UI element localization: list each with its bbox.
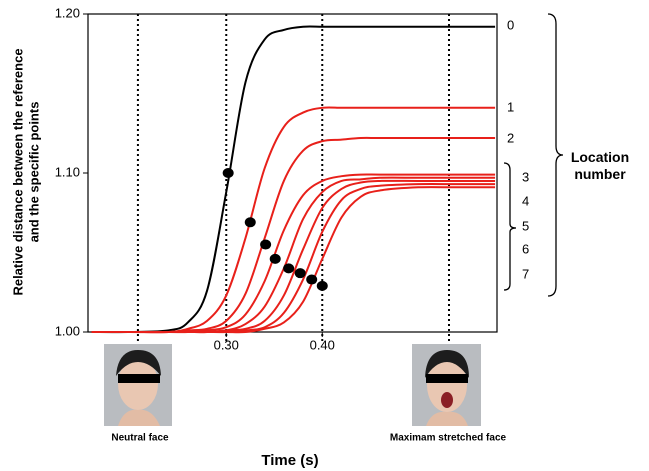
marker — [283, 263, 295, 274]
image-label: Neutral face — [111, 433, 169, 444]
series-label: 1 — [507, 99, 514, 114]
bracket — [503, 162, 517, 291]
marker — [260, 239, 272, 250]
marker — [269, 253, 281, 264]
marker — [316, 280, 328, 291]
x-axis-title: Time (s) — [261, 452, 318, 469]
series-line — [91, 183, 496, 334]
y-axis-title: and the specific points — [26, 102, 41, 243]
image-label: Maximam stretched face — [390, 433, 507, 444]
stretched-face-photo — [412, 344, 481, 426]
plot-frame — [87, 13, 498, 333]
series-line — [91, 25, 496, 334]
bracket — [547, 13, 564, 297]
series-line — [91, 186, 496, 334]
series-line — [91, 136, 496, 334]
x-tick-label: 0.40 — [310, 337, 335, 352]
x-tick-label: 0.30 — [214, 337, 239, 352]
marker — [244, 217, 256, 228]
series-label: 2 — [507, 130, 514, 145]
marker — [306, 274, 318, 285]
series-label: 7 — [522, 266, 529, 281]
y-axis-title: Relative distance between the reference — [10, 48, 25, 295]
y-tick-label: 1.00 — [55, 323, 80, 338]
series-label: 4 — [522, 193, 529, 208]
y-tick-label: 1.10 — [55, 164, 80, 179]
marker — [294, 268, 306, 279]
series-label: 6 — [522, 241, 529, 256]
y-tick-label: 1.20 — [55, 5, 80, 20]
series-label: 5 — [522, 218, 529, 233]
series-line — [91, 173, 496, 334]
series-label: 0 — [507, 17, 514, 32]
series-label: 3 — [522, 169, 529, 184]
neutral-face-photo — [104, 344, 172, 426]
series-line — [91, 179, 496, 334]
marker — [222, 168, 234, 178]
group-label: Location number — [571, 149, 629, 182]
series-line — [91, 176, 496, 334]
